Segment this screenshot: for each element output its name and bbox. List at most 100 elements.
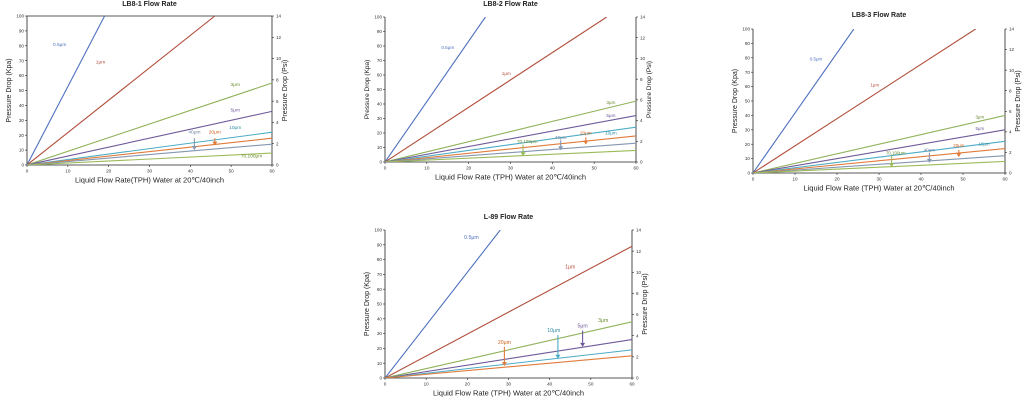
series-annotation-label: 10μm bbox=[605, 130, 617, 135]
series-annotation-label: 3μm bbox=[606, 100, 615, 105]
series-line bbox=[385, 126, 636, 162]
series-line bbox=[385, 17, 608, 162]
y2-tick-label: 4 bbox=[1009, 129, 1012, 134]
x-tick-label: 40 bbox=[188, 169, 194, 174]
series-annotation-label: 1μm bbox=[565, 264, 575, 270]
series-annotation-label: 70,100μm bbox=[241, 154, 262, 160]
x-tick-label: 60 bbox=[1002, 177, 1008, 182]
series-annotation-label: 20μm bbox=[209, 130, 221, 136]
y-tick-label: 90 bbox=[19, 29, 25, 34]
y2-tick-label: 2 bbox=[276, 141, 279, 146]
series-annotation-label: 5μm bbox=[577, 324, 587, 330]
y2-tick-label: 8 bbox=[276, 77, 279, 82]
arrow-head bbox=[555, 354, 561, 359]
arrow-head bbox=[520, 152, 526, 157]
x-tick-label: 60 bbox=[633, 166, 639, 171]
x-tick-label: 50 bbox=[588, 382, 594, 387]
x-tick-label: 10 bbox=[792, 177, 798, 182]
y-tick-label: 30 bbox=[19, 118, 25, 123]
series-line bbox=[385, 355, 632, 378]
y-tick-label: 50 bbox=[377, 302, 383, 307]
y2-tick-label: 6 bbox=[276, 99, 279, 104]
x-tick-label: 60 bbox=[269, 169, 275, 174]
x-tick-label: 20 bbox=[466, 166, 472, 171]
series-annotation-label: 40μm bbox=[924, 147, 935, 152]
y-tick-label: 40 bbox=[377, 316, 383, 321]
y-tick-label: 70 bbox=[19, 58, 25, 63]
x-tick-label: 30 bbox=[147, 169, 153, 174]
y2-tick-label: 12 bbox=[640, 35, 646, 40]
chart-svg: LB8-1 Flow Rate0102030405060708090100024… bbox=[6, 1, 289, 185]
series-annotation-label: 0.5μm bbox=[53, 42, 66, 48]
y-tick-label: 80 bbox=[377, 44, 383, 49]
y-tick-label: 10 bbox=[377, 145, 383, 150]
x-tick-label: 40 bbox=[547, 382, 553, 387]
series-line bbox=[27, 16, 106, 165]
arrow-head bbox=[889, 163, 895, 168]
arrow-head bbox=[583, 140, 589, 145]
series-line bbox=[753, 160, 1005, 173]
arrow-head bbox=[558, 146, 564, 151]
series-line bbox=[385, 245, 632, 378]
y2-tick-label: 2 bbox=[636, 354, 639, 359]
y-tick-label: 100 bbox=[374, 228, 382, 233]
series-line bbox=[385, 321, 632, 378]
y-axis-label: Pressure Drop (Kpa) bbox=[6, 58, 13, 122]
series-line bbox=[385, 349, 632, 378]
x-tick-label: 40 bbox=[550, 166, 556, 171]
series-line bbox=[753, 140, 1005, 173]
series-annotation-label: 3μm bbox=[598, 318, 608, 324]
series-line bbox=[385, 149, 636, 162]
series-annotation-label: 20μm bbox=[580, 130, 592, 135]
y2-tick-label: 12 bbox=[276, 35, 282, 40]
series-line bbox=[27, 143, 272, 165]
arrow-head bbox=[501, 362, 507, 367]
y-tick-label: 60 bbox=[377, 287, 383, 292]
x-tick-label: 50 bbox=[960, 177, 966, 182]
y2-tick-label: 0 bbox=[640, 160, 643, 165]
arrow-head bbox=[191, 146, 197, 151]
y-tick-label: 90 bbox=[745, 41, 751, 46]
series-line bbox=[385, 142, 636, 162]
y-tick-label: 80 bbox=[19, 43, 25, 48]
series-line bbox=[753, 155, 1005, 173]
y-tick-label: 90 bbox=[377, 242, 383, 247]
y2-tick-label: 0 bbox=[1009, 171, 1012, 176]
y-tick-label: 50 bbox=[19, 88, 25, 93]
series-line bbox=[753, 29, 976, 173]
series-annotation-label: 0.5μm bbox=[810, 57, 823, 62]
y2-tick-label: 2 bbox=[1009, 150, 1012, 155]
y2-tick-label: 6 bbox=[640, 97, 643, 102]
x-tick-label: 0 bbox=[26, 169, 29, 174]
chart-lb8-1: LB8-1 Flow Rate 0 10 20 30 40 50 60 70 80 90 100 0 2 4… bbox=[0, 0, 300, 190]
y-tick-label: 40 bbox=[19, 103, 25, 108]
y-tick-label: 10 bbox=[745, 156, 751, 161]
y2-axis-label: Pressure Drop (Psi) bbox=[646, 61, 653, 118]
series-line bbox=[385, 338, 632, 378]
x-tick-label: 20 bbox=[834, 177, 840, 182]
x-axis-label: Liquid Flow Rate (TPH) Water at 20℃/40in… bbox=[435, 173, 586, 182]
series-line bbox=[27, 82, 272, 165]
y-tick-label: 100 bbox=[742, 27, 750, 32]
y2-tick-label: 14 bbox=[1009, 27, 1015, 32]
y-tick-label: 20 bbox=[377, 346, 383, 351]
series-line bbox=[27, 137, 272, 165]
chart-lb8-3: LB8-3 Flow Rate 0 10 20 30 40 50 60 70 80 90 100 0 2 4… bbox=[718, 7, 1024, 197]
x-tick-label: 0 bbox=[384, 382, 387, 387]
y-tick-label: 20 bbox=[377, 131, 383, 136]
y-tick-label: 0 bbox=[379, 160, 382, 165]
y2-tick-label: 0 bbox=[636, 376, 639, 381]
chart-title: LB8-2 Flow Rate bbox=[483, 1, 538, 8]
arrow-head bbox=[212, 141, 218, 146]
y-axis-label: Pressure Drop (Kpa) bbox=[732, 69, 739, 133]
y-tick-label: 60 bbox=[745, 84, 751, 89]
y-tick-label: 40 bbox=[745, 113, 751, 118]
arrow-head bbox=[926, 158, 932, 163]
x-tick-label: 0 bbox=[752, 177, 755, 182]
y2-tick-label: 12 bbox=[636, 249, 642, 254]
y2-tick-label: 6 bbox=[1009, 109, 1012, 114]
series-annotation-label: 10μm bbox=[229, 125, 241, 131]
x-tick-label: 50 bbox=[229, 169, 235, 174]
y-tick-label: 80 bbox=[745, 55, 751, 60]
series-annotation-label: 20μm bbox=[953, 143, 964, 148]
